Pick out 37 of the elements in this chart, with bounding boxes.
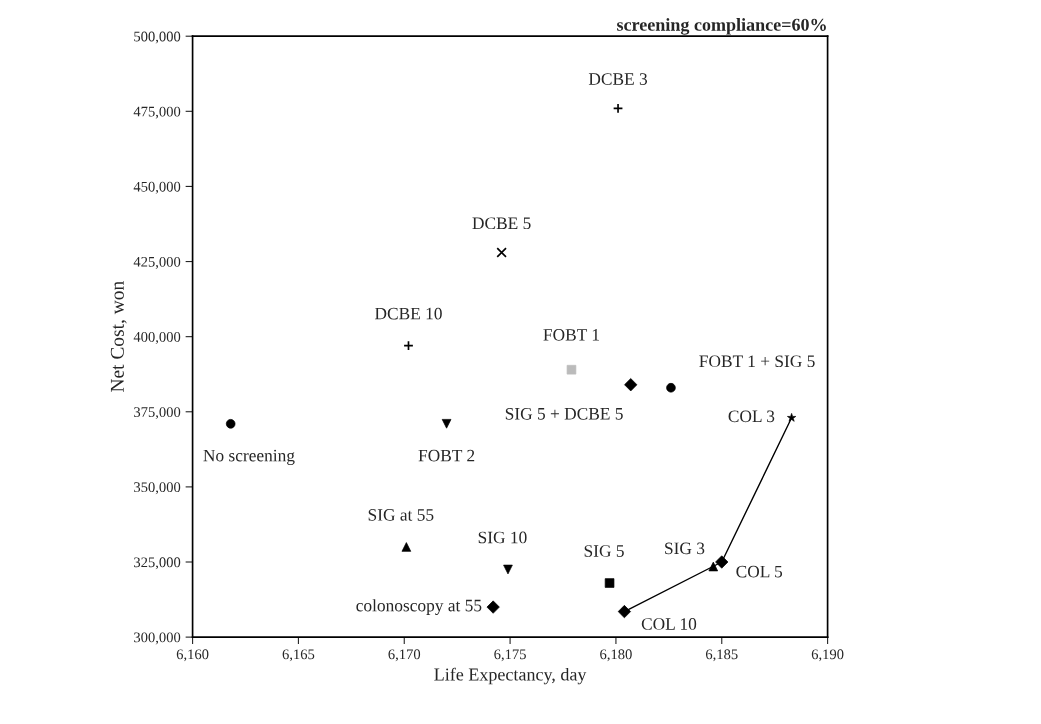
y-tick-label: 300,000 <box>134 632 181 645</box>
series-label: DCBE 3 <box>588 73 648 85</box>
series-label: FOBT 2 <box>418 449 475 462</box>
x-tick-label: 6,185 <box>705 649 738 662</box>
series-label: SIG 3 <box>665 542 705 555</box>
series-label: SIG 5 <box>584 545 624 557</box>
series-label: FOBT 1 + SIG 5 <box>699 355 815 368</box>
x-tick-label: 6,160 <box>176 649 209 662</box>
point <box>496 247 507 258</box>
y-tick-label: 500,000 <box>134 31 181 44</box>
x-tick-label: 6,170 <box>388 649 421 662</box>
series-label: FOBT 1 <box>543 329 599 341</box>
series-label: DCBE 5 <box>472 217 531 230</box>
y-tick-label: 350,000 <box>134 482 181 495</box>
y-tick-label: 325,000 <box>134 557 181 570</box>
series-label: COL 5 <box>736 565 783 578</box>
chart-title: screening compliance=60% <box>617 18 826 35</box>
series-label: COL 10 <box>641 618 697 630</box>
y-tick-label: 375,000 <box>134 407 181 420</box>
series-label: SIG 10 <box>478 531 527 544</box>
series-label: No screening <box>203 449 295 465</box>
y-tick-label: 450,000 <box>133 181 181 194</box>
x-tick-label: 6,165 <box>282 649 315 662</box>
x-tick-label: 6,190 <box>811 649 844 662</box>
y-tick-label: 425,000 <box>133 256 181 269</box>
point <box>612 103 624 114</box>
x-axis-title: Life Expectancy, day <box>434 667 587 685</box>
series-label: SIG at 55 <box>368 509 434 521</box>
y-axis-title: Net Cost, won <box>110 281 127 393</box>
series-label: COL 3 <box>728 410 775 423</box>
y-tick-label: 475,000 <box>133 106 181 119</box>
x-tick-label: 6,175 <box>494 649 526 662</box>
series-label: SIG 5 + DCBE 5 <box>505 407 623 420</box>
y-tick-label: 400,000 <box>133 332 181 344</box>
series-label: colonoscopy at 55 <box>356 599 482 615</box>
x-tick-label: 6,180 <box>600 649 632 662</box>
series-label: DCBE 10 <box>374 307 442 320</box>
